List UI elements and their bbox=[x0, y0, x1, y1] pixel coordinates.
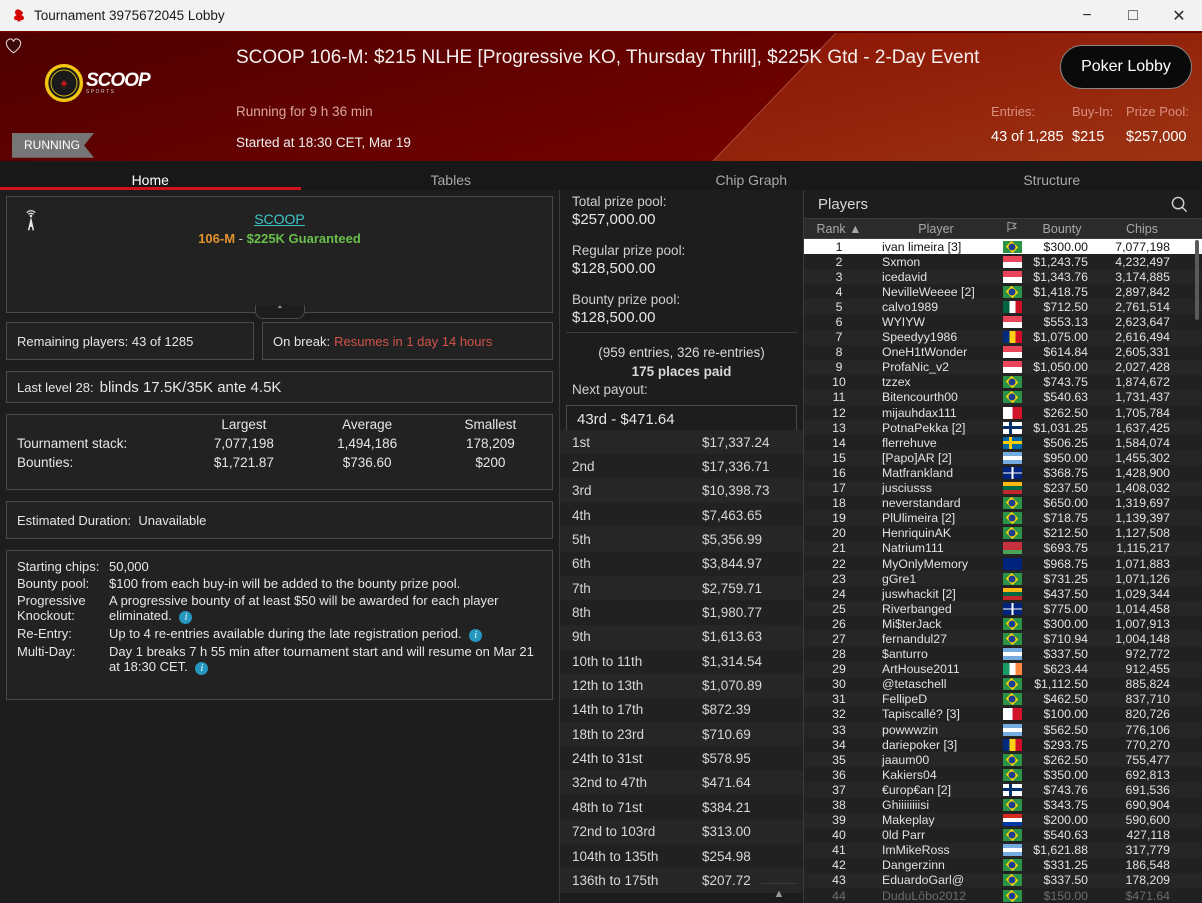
svg-text:♣: ♣ bbox=[61, 78, 67, 89]
